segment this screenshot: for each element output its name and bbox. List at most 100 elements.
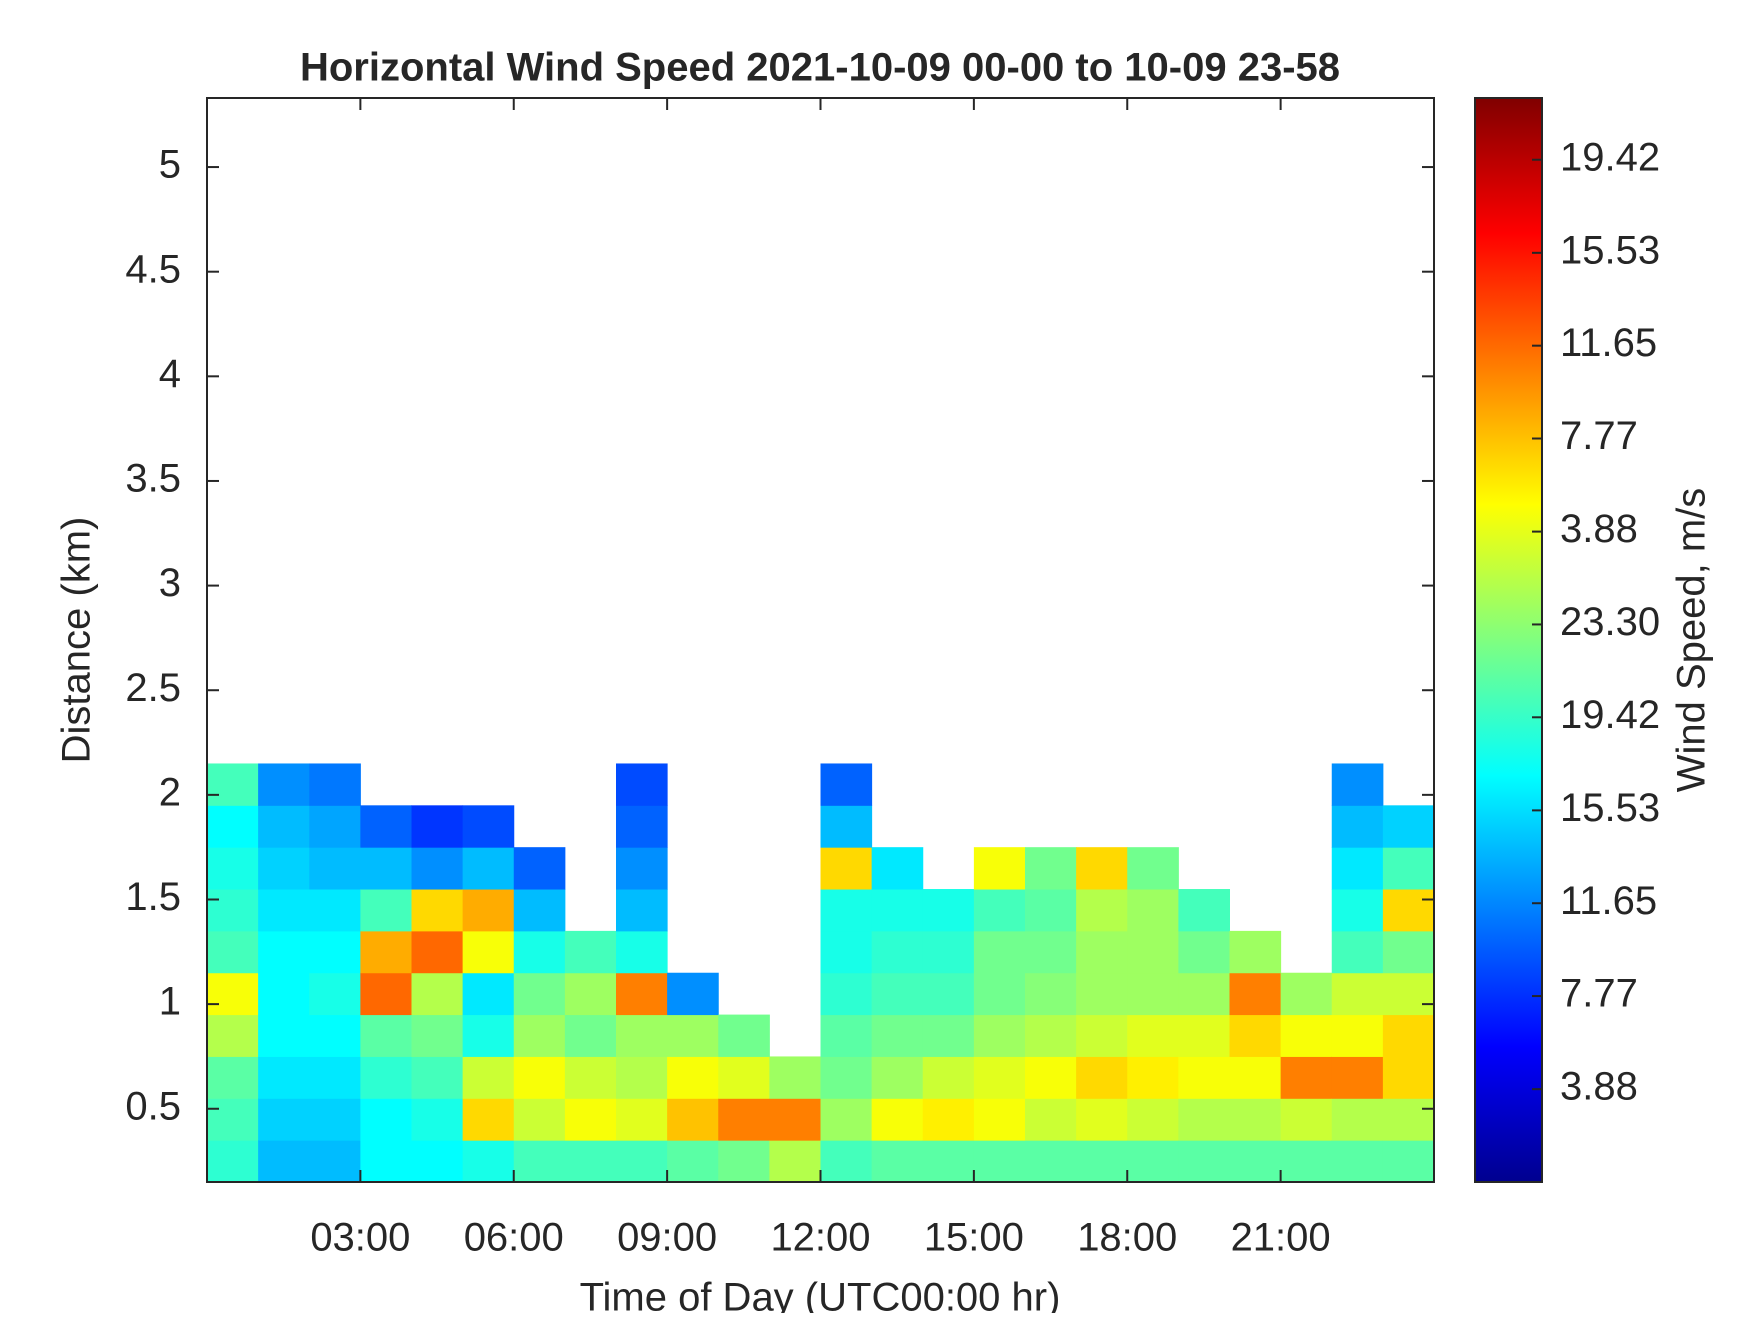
heat-cell — [1280, 1014, 1333, 1057]
heat-cell — [922, 972, 975, 1016]
x-tick-label: 03:00 — [310, 1216, 410, 1260]
heat-cell — [513, 889, 566, 932]
heat-cell — [973, 1014, 1026, 1057]
colorbar-tick-label: 15.53 — [1560, 786, 1660, 830]
y-axis-label: Distance (km) — [55, 517, 99, 764]
heat-cell — [1280, 1056, 1333, 1099]
heat-cell — [258, 889, 310, 932]
heat-cell — [616, 805, 668, 848]
colorbar-tick-label: 19.42 — [1560, 135, 1660, 179]
heat-cell — [513, 1098, 566, 1141]
heat-cell — [513, 1140, 566, 1183]
heat-cell — [1076, 930, 1128, 974]
heat-cell — [513, 1056, 566, 1099]
x-tick-label: 15:00 — [924, 1216, 1024, 1260]
heat-cell — [462, 847, 515, 890]
colorbar — [1474, 97, 1543, 1183]
y-tick-label: 5 — [159, 143, 181, 187]
heat-cell — [820, 1140, 873, 1183]
heat-cell — [1025, 930, 1077, 974]
heat-cell — [922, 1098, 975, 1141]
heat-cell — [564, 1140, 617, 1183]
heat-cell — [258, 1140, 310, 1183]
heat-cell — [309, 1056, 361, 1099]
heat-cell — [667, 1056, 719, 1099]
heat-cell — [309, 1140, 361, 1183]
y-tick-label: 1 — [159, 980, 181, 1024]
heat-cell — [411, 972, 464, 1016]
heat-cell — [1127, 1014, 1179, 1057]
heat-cell — [207, 1056, 259, 1099]
heat-cell — [973, 1140, 1026, 1183]
heat-cell — [462, 1056, 515, 1099]
heat-cell — [1025, 1014, 1077, 1057]
heat-cell — [411, 1056, 464, 1099]
heat-cell — [309, 1098, 361, 1141]
heat-cell — [820, 1014, 873, 1057]
heat-cell — [922, 1056, 975, 1099]
heat-cell — [871, 889, 924, 932]
heat-cell — [820, 847, 873, 890]
colorbar-tick-label: 11.65 — [1560, 321, 1657, 365]
heat-cell — [1229, 1098, 1282, 1141]
heat-cell — [616, 847, 668, 890]
heat-cell — [1331, 763, 1384, 806]
heat-cell — [1382, 889, 1435, 932]
heat-cell — [616, 1098, 668, 1141]
colorbar-tick-label: 23.30 — [1560, 600, 1660, 644]
heat-cell — [871, 1140, 924, 1183]
heat-cell — [667, 972, 719, 1016]
heat-cell — [871, 972, 924, 1016]
heat-cell — [973, 972, 1026, 1016]
heat-cell — [667, 1098, 719, 1141]
heat-cell — [922, 889, 975, 932]
heat-cell — [1229, 1056, 1282, 1099]
heat-cell — [462, 805, 515, 848]
heat-cell — [1382, 972, 1435, 1016]
y-tick-label: 2 — [159, 770, 181, 814]
x-tick-label: 12:00 — [770, 1216, 870, 1260]
heat-cell — [973, 1098, 1026, 1141]
heat-cell — [616, 972, 668, 1016]
heat-cell — [462, 972, 515, 1016]
heat-cell — [1280, 972, 1333, 1016]
heat-cell — [1229, 930, 1282, 974]
heat-cell — [564, 1014, 617, 1057]
heat-cell — [258, 1098, 310, 1141]
heat-cell — [411, 1140, 464, 1183]
heat-cell — [564, 930, 617, 974]
heat-cell — [309, 847, 361, 890]
heat-cell — [309, 930, 361, 974]
heat-cell — [513, 1014, 566, 1057]
heat-cell — [1178, 1140, 1230, 1183]
heat-cell — [207, 763, 259, 806]
y-tick-label: 4.5 — [125, 247, 181, 291]
heat-cell — [1229, 972, 1282, 1016]
heat-cell — [1382, 930, 1435, 974]
heat-cell — [871, 1014, 924, 1057]
colorbar-tick-label: 7.77 — [1560, 972, 1638, 1016]
heat-cell — [1127, 1056, 1179, 1099]
heat-cell — [360, 1014, 412, 1057]
heat-cell — [922, 930, 975, 974]
heat-cell — [1382, 1014, 1435, 1057]
heat-cell — [667, 1014, 719, 1057]
x-tick-label: 21:00 — [1231, 1216, 1331, 1260]
heat-cell — [1280, 1098, 1333, 1141]
heat-cell — [820, 930, 873, 974]
heat-cell — [411, 930, 464, 974]
colorbar-tick-label: 3.88 — [1560, 507, 1638, 551]
heat-cell — [513, 930, 566, 974]
heat-cell — [207, 1140, 259, 1183]
heat-cell — [1382, 847, 1435, 890]
heat-cell — [871, 1056, 924, 1099]
heat-cell — [207, 805, 259, 848]
heat-cell — [1127, 972, 1179, 1016]
chart-title: Horizontal Wind Speed 2021-10-09 00-00 t… — [300, 46, 1340, 90]
heat-cell — [616, 763, 668, 806]
heat-cell — [564, 972, 617, 1016]
heat-cell — [616, 889, 668, 932]
heat-cell — [1280, 1140, 1333, 1183]
heat-cell — [207, 1098, 259, 1141]
heat-cell — [973, 1056, 1026, 1099]
